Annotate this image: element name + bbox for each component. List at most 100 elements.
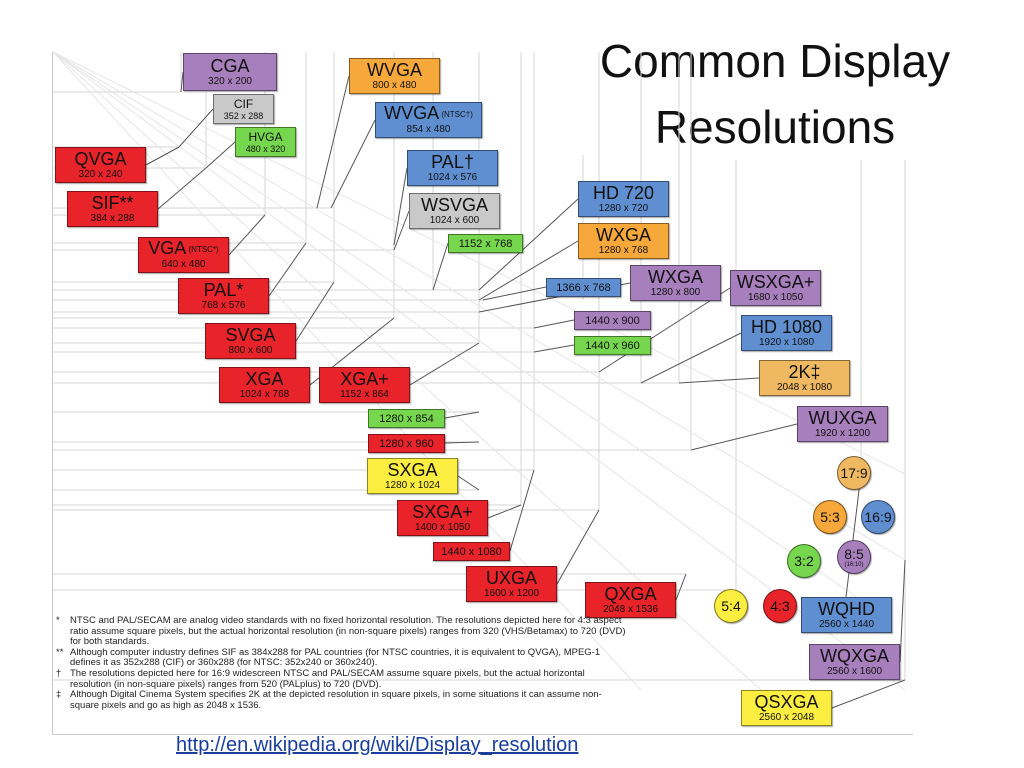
standard-box-qsxga: QSXGA 2560 x 2048	[741, 690, 832, 726]
standard-name: PAL*	[179, 279, 268, 300]
standard-resolution: 640 x 480	[161, 258, 206, 270]
standard-name-text: QXGA	[604, 583, 657, 604]
standard-resolution: 352 x 288	[223, 110, 264, 121]
footnote: ‡ Although Digital Cinema System specifie…	[56, 689, 626, 711]
connector-sif	[157, 167, 207, 210]
standard-note: (NTSC*)	[186, 244, 219, 254]
standard-box-r1280x854: 1280 x 854	[368, 409, 445, 428]
connector-pal_star	[268, 242, 307, 297]
standard-box-qvga: QVGA 320 x 240	[55, 147, 146, 183]
standard-resolution: 480 x 320	[245, 143, 286, 154]
standard-box-cga: CGA 320 x 200	[183, 53, 277, 91]
standard-name-text: PAL†	[431, 151, 474, 172]
aspect-circle-r17_9: 17:9	[837, 456, 871, 490]
standard-resolution: 1440 x 960	[585, 339, 640, 352]
standard-name-text: SXGA+	[412, 501, 473, 522]
connector-qsxga	[831, 679, 906, 709]
standard-name-text: PAL*	[203, 279, 244, 300]
standard-box-wxga_o: WXGA 1280 x 768	[578, 223, 669, 259]
connector-sxgaplus	[487, 504, 522, 519]
footnote-mark: **	[56, 646, 64, 658]
standard-box-r1152x768: 1152 x 768	[448, 234, 523, 253]
standard-resolution: 1680 x 1050	[747, 291, 804, 303]
standard-name-text: HD 720	[592, 182, 655, 203]
footnote-text: The resolutions depicted here for 16:9 w…	[70, 667, 585, 690]
standard-name-text: CGA	[210, 55, 250, 76]
standard-box-uxga: UXGA 1600 x 1200	[466, 566, 557, 602]
standard-box-hvga: HVGA 480 x 320	[235, 127, 296, 157]
standard-resolution: 1600 x 1200	[483, 587, 540, 599]
aspect-label: 4:3	[770, 598, 790, 614]
aspect-circle-r5_3: 5:3	[813, 500, 847, 534]
standard-name-text: HD 1080	[750, 316, 823, 337]
standard-name-text: WQXGA	[819, 645, 889, 666]
standard-resolution: 800 x 600	[228, 344, 273, 356]
standard-name-text: UXGA	[485, 567, 537, 588]
standard-name: WUXGA	[798, 408, 887, 428]
standard-resolution: 2048 x 1080	[776, 381, 833, 393]
standard-name: WXGA	[631, 266, 720, 287]
connector-r1440x900	[533, 319, 575, 329]
standard-box-twok: 2K‡ 2048 x 1080	[759, 360, 850, 396]
standard-box-wuxga: WUXGA 1920 x 1200	[797, 406, 888, 442]
standard-name: SXGA	[368, 460, 457, 480]
standard-name-text: WXGA	[647, 266, 703, 287]
footnote-mark: †	[56, 667, 62, 679]
standard-resolution: 768 x 576	[201, 299, 246, 311]
footnote-text: Although computer industry defines SIF a…	[70, 646, 601, 669]
connector-wxga_o	[478, 240, 579, 301]
standard-resolution: 1152 x 864	[340, 388, 389, 400]
connector-hvga	[205, 141, 236, 169]
standard-name: UXGA	[467, 567, 556, 588]
standard-name: PAL†	[408, 151, 497, 172]
aspect-circle-r16_9: 16:9	[861, 500, 895, 534]
standard-name: WXGA	[579, 225, 668, 245]
aspect-circle-r3_2: 3:2	[787, 544, 821, 578]
standard-resolution: 1280 x 768	[598, 244, 649, 256]
standard-name: VGA (NTSC*)	[139, 239, 228, 259]
connector-r1440x960	[533, 344, 575, 353]
standard-name-text: WSVGA	[420, 194, 488, 215]
footnote-text: NTSC and PAL/SECAM are analog video stan…	[70, 615, 626, 648]
aspect-label: 8:5	[844, 546, 864, 562]
standard-name: XGA+	[320, 368, 409, 389]
standard-name: QXGA	[586, 583, 675, 604]
standard-name: 2K‡	[760, 362, 849, 382]
standard-name-text: QSXGA	[754, 691, 819, 712]
title-line-2: Resolutions	[654, 101, 896, 153]
connector-vga	[228, 214, 266, 256]
standard-box-sxgaplus: SXGA+ 1400 x 1050	[397, 500, 488, 536]
connector-wqxga	[899, 559, 906, 663]
standard-resolution: 1280 x 854	[379, 412, 434, 425]
connector-svga	[295, 281, 335, 342]
standard-box-hd1080: HD 1080 1920 x 1080	[741, 315, 832, 351]
standard-resolution: 1440 x 900	[585, 314, 640, 327]
standard-box-wsxgaplus: WSXGA+ 1680 x 1050	[730, 270, 821, 306]
standard-box-sif: SIF** 384 x 288	[67, 191, 158, 227]
standard-name-text: VGA	[148, 238, 187, 259]
standard-box-wsvga: WSVGA 1024 x 600	[409, 193, 500, 229]
connector-qvga	[145, 146, 180, 166]
standard-resolution: 1440 x 1080	[441, 545, 502, 558]
standard-name-text: XGA+	[340, 368, 389, 389]
connector-r1280x960	[444, 441, 480, 444]
standard-name: WQXGA	[810, 645, 899, 666]
source-link[interactable]: http://en.wikipedia.org/wiki/Display_res…	[176, 734, 579, 756]
connector-r1280x854	[444, 411, 480, 419]
slide-title: Common Display Resolutions	[560, 28, 990, 160]
standard-resolution: 1280 x 720	[598, 202, 649, 214]
connector-r1366x768	[482, 286, 547, 301]
standard-resolution: 320 x 240	[78, 168, 123, 180]
connector-qxga	[675, 573, 687, 601]
standard-name-text: SVGA	[225, 324, 276, 345]
standard-name: HVGA	[236, 130, 295, 144]
standard-name: SXGA+	[398, 501, 487, 522]
standard-resolution: 1024 x 576	[427, 171, 478, 183]
aspect-label: 17:9	[840, 465, 868, 481]
standard-name-text: WVGA	[384, 103, 440, 124]
aspect-label: 3:2	[794, 553, 814, 569]
footnote: * NTSC and PAL/SECAM are analog video sta…	[56, 615, 626, 648]
connector-twok	[678, 377, 760, 384]
standard-name: HD 720	[579, 182, 668, 203]
aspect-diagonal	[53, 52, 906, 475]
